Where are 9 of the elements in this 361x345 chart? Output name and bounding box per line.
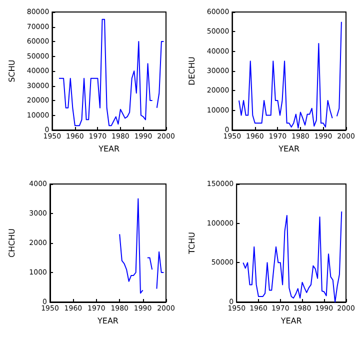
x-axis-title: YEAR xyxy=(278,144,300,154)
y-axis-title: TCHU xyxy=(188,232,196,255)
y-axis-title: DECHU xyxy=(188,56,196,86)
y-axis-title: SCHU xyxy=(8,60,16,82)
y-axis-title: CHCHU xyxy=(8,228,16,258)
x-axis-title: YEAR xyxy=(98,144,120,154)
line-series xyxy=(242,211,342,302)
x-axis-title: YEAR xyxy=(96,316,119,326)
x-axis-title: YEAR xyxy=(280,316,302,326)
